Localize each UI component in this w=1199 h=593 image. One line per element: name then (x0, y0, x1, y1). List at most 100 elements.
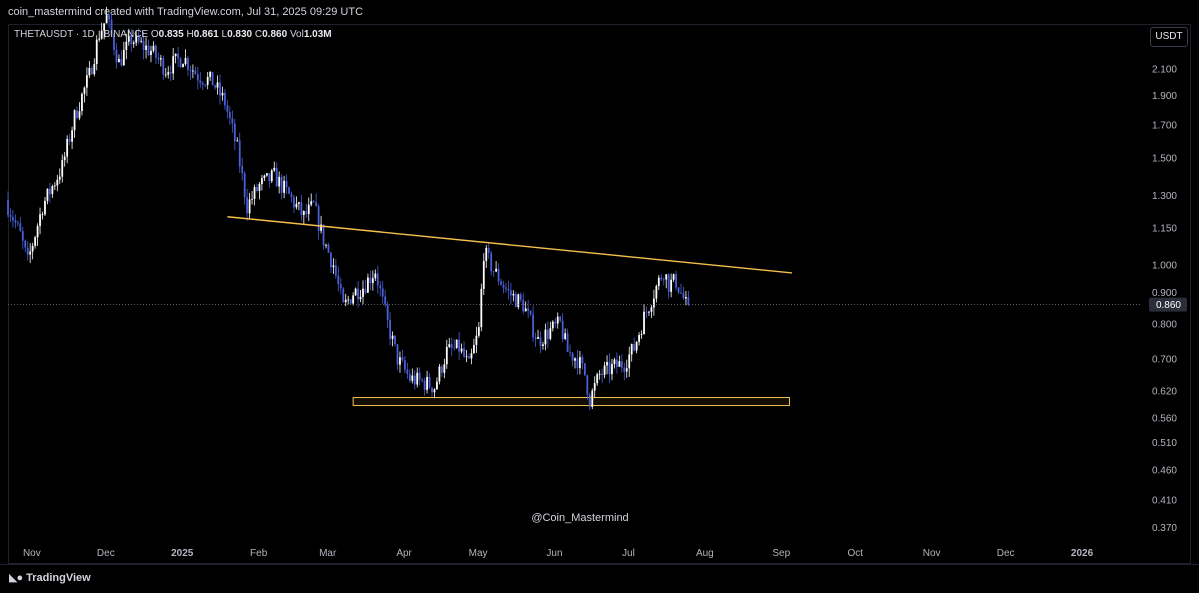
candle[interactable] (657, 275, 660, 291)
candle[interactable] (182, 63, 184, 68)
candle[interactable] (485, 245, 488, 268)
candle[interactable] (85, 67, 88, 96)
candle[interactable] (110, 13, 113, 38)
candle[interactable] (369, 270, 372, 291)
candle[interactable] (206, 71, 209, 90)
candle[interactable] (601, 368, 604, 384)
candle[interactable] (574, 357, 576, 369)
candle[interactable] (164, 67, 167, 78)
candle[interactable] (421, 377, 424, 383)
descending-trendline[interactable] (227, 216, 793, 274)
candle[interactable] (517, 293, 520, 310)
candle[interactable] (93, 58, 96, 77)
candle[interactable] (510, 282, 512, 305)
candle[interactable] (118, 54, 120, 63)
candle[interactable] (482, 253, 485, 295)
candle[interactable] (78, 102, 81, 121)
candle[interactable] (159, 54, 162, 67)
candle[interactable] (238, 132, 241, 173)
candle[interactable] (665, 273, 668, 289)
candle[interactable] (246, 188, 249, 221)
candle[interactable] (450, 337, 453, 357)
candle[interactable] (236, 137, 239, 142)
candle[interactable] (130, 29, 133, 53)
candle[interactable] (251, 190, 253, 205)
candle[interactable] (524, 301, 527, 312)
candle[interactable] (56, 174, 59, 192)
candle[interactable] (317, 203, 320, 240)
candle[interactable] (90, 65, 93, 75)
candle[interactable] (685, 290, 687, 306)
candle[interactable] (655, 284, 658, 303)
candle[interactable] (39, 207, 41, 235)
candle[interactable] (470, 348, 473, 365)
candle[interactable] (549, 321, 552, 341)
candle[interactable] (490, 250, 493, 276)
candle[interactable] (320, 215, 322, 234)
candle[interactable] (433, 388, 436, 399)
candle[interactable] (88, 61, 91, 78)
candle[interactable] (204, 83, 207, 88)
candle[interactable] (357, 281, 359, 308)
candle[interactable] (670, 273, 673, 298)
candle[interactable] (616, 352, 618, 374)
candle[interactable] (364, 279, 367, 295)
candle[interactable] (620, 354, 623, 373)
candle[interactable] (347, 295, 350, 305)
candle[interactable] (438, 364, 441, 385)
candle[interactable] (411, 368, 414, 384)
candle[interactable] (492, 270, 495, 277)
candle[interactable] (34, 235, 37, 249)
candle[interactable] (635, 341, 638, 354)
support-zone-rectangle[interactable] (352, 397, 790, 407)
candle[interactable] (564, 328, 567, 341)
candle[interactable] (633, 337, 636, 352)
candle[interactable] (418, 367, 421, 386)
candle[interactable] (519, 292, 522, 303)
candle[interactable] (426, 371, 428, 394)
candle[interactable] (162, 55, 165, 80)
candle[interactable] (302, 210, 305, 224)
candle[interactable] (468, 353, 470, 359)
candle[interactable] (150, 45, 152, 63)
candle[interactable] (643, 304, 645, 335)
candle[interactable] (389, 312, 392, 346)
candle[interactable] (100, 22, 103, 40)
candle[interactable] (285, 174, 288, 195)
candle[interactable] (307, 197, 310, 221)
candle[interactable] (436, 377, 438, 391)
candle[interactable] (571, 352, 574, 367)
candle[interactable] (349, 298, 352, 305)
candle[interactable] (455, 339, 458, 349)
candle[interactable] (569, 344, 571, 357)
candle[interactable] (253, 184, 256, 206)
candle[interactable] (305, 203, 308, 218)
candle[interactable] (293, 194, 295, 214)
candle[interactable] (268, 172, 271, 188)
candle[interactable] (650, 304, 653, 319)
candle[interactable] (199, 71, 202, 88)
candle[interactable] (315, 193, 318, 207)
candle[interactable] (546, 321, 549, 349)
candle[interactable] (428, 373, 431, 389)
candle[interactable] (352, 292, 355, 306)
candle[interactable] (231, 110, 234, 133)
candle[interactable] (608, 353, 611, 383)
candle[interactable] (189, 65, 192, 81)
candle[interactable] (132, 40, 135, 48)
candle[interactable] (463, 341, 465, 359)
candle[interactable] (408, 369, 411, 384)
candle[interactable] (586, 374, 589, 400)
candle[interactable] (342, 287, 345, 303)
candle[interactable] (399, 351, 401, 373)
candle[interactable] (290, 191, 293, 203)
candle[interactable] (280, 173, 283, 200)
candle[interactable] (416, 367, 419, 388)
candle[interactable] (532, 305, 534, 342)
candle[interactable] (551, 320, 554, 332)
candle[interactable] (359, 289, 362, 303)
candle[interactable] (672, 273, 675, 282)
candle[interactable] (115, 42, 118, 69)
candle[interactable] (648, 310, 650, 316)
candle[interactable] (209, 71, 212, 81)
